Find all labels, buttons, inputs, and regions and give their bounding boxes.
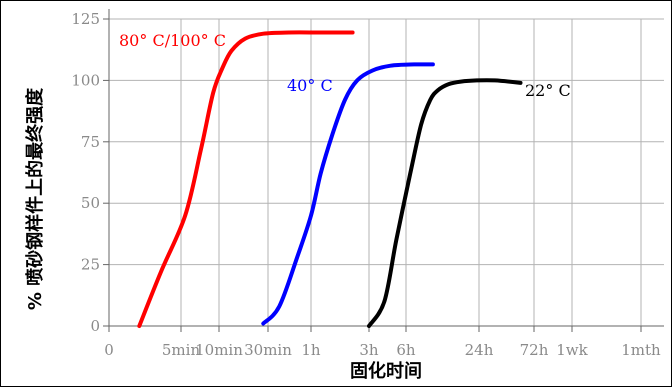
series-label-40c: 40° C <box>287 76 333 95</box>
series-line-40c <box>261 62 435 326</box>
axes <box>103 9 664 332</box>
x-tick-label: 0 <box>104 341 114 359</box>
x-tick-label: 3h <box>359 341 379 359</box>
y-tick-label: 0 <box>90 317 100 335</box>
x-axis-title: 固化时间 <box>350 360 422 382</box>
series-line-80-100c <box>137 30 355 328</box>
series-labels: 80° C/100° C 40° C 22° C <box>119 31 571 100</box>
x-tick-label: 1h <box>301 341 321 359</box>
y-axis-title: % 喷砂钢样件上的最终强度 <box>24 87 46 310</box>
x-tick-label: 10min <box>195 341 243 359</box>
x-tick-label: 1wk <box>556 341 588 359</box>
y-tick-label: 75 <box>81 133 100 151</box>
x-tick-label: 72h <box>520 341 549 359</box>
x-tick-label: 24h <box>465 341 494 359</box>
y-tick-label: 25 <box>81 256 100 274</box>
series-line-22c <box>367 78 523 328</box>
x-tick-label: 1mth <box>621 341 661 359</box>
y-tick-label: 100 <box>71 71 100 89</box>
x-tick-label: 5min <box>162 341 201 359</box>
y-tick-label: 125 <box>71 10 100 28</box>
x-tick-label: 6h <box>396 341 416 359</box>
series-label-80-100c: 80° C/100° C <box>119 31 226 50</box>
y-tick-label: 50 <box>81 194 100 212</box>
x-tick-label: 30min <box>244 341 292 359</box>
series-label-22c: 22° C <box>525 81 571 100</box>
series-lines <box>137 30 523 328</box>
